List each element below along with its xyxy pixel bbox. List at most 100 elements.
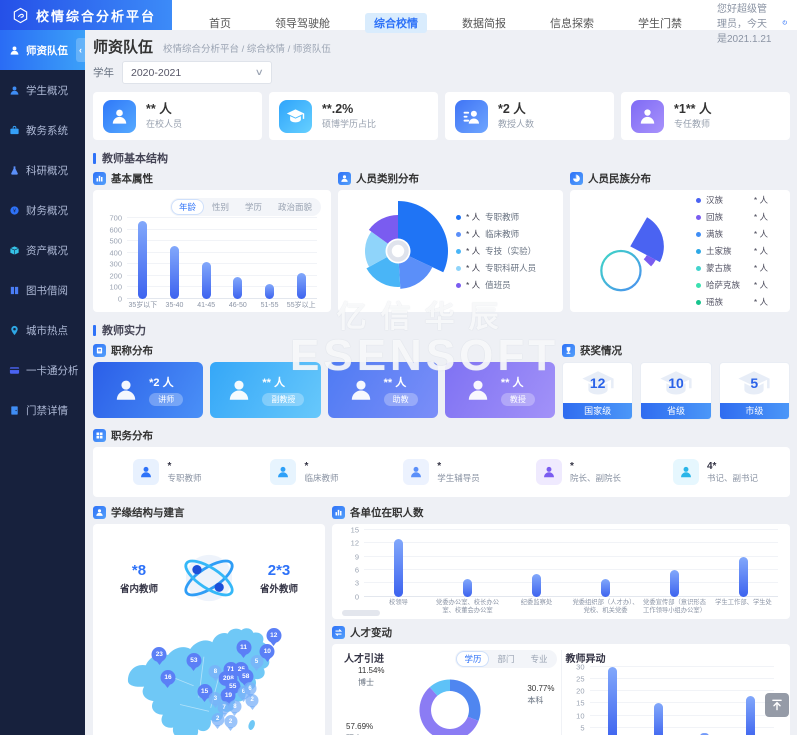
sidebar-item-0[interactable]: 师资队伍 ‹ [0,30,85,70]
box-icon [9,245,20,256]
kpi-label: 在校人员 [146,119,183,130]
duty-label: 院长、副院长 [569,472,621,483]
bar-col [682,667,728,735]
title-card-pill: 讲师 [149,393,184,406]
bars [364,530,778,597]
exchange-icon [332,626,345,639]
bar-1 [654,703,664,735]
y-tick-label: 5 [580,723,585,733]
talent-tab-1[interactable]: 部门 [497,654,515,664]
sidebar-item-1[interactable]: 学生概况 [0,70,85,110]
sidebar-item-2[interactable]: 教务系统 [0,110,85,150]
sidebar-item-4[interactable]: ¥ 财务概况 [0,190,85,230]
donut-label-pct: 57.69% [346,722,374,731]
nav-item-4[interactable]: 信息探索 [550,17,594,30]
legend-value: * 人 [753,212,768,222]
bar-col [159,218,191,299]
panel-title-awards: 获奖情况 [580,345,622,357]
duty-value: * [437,460,442,472]
gridline [364,582,778,584]
legend-dot [696,214,701,220]
legend-value: * 人 [753,280,768,290]
age-tab-2[interactable]: 学历 [244,202,262,212]
duty-text: * 学生辅导员 [437,461,480,484]
ethnic-legend: 汉族 * 人回族 * 人满族 * 人土家族 * 人蒙古族 * 人哈萨克族 * 人瑶族 * 人 [696,194,782,308]
change-bar-chart: 051015202530国内教学进修海外研修疾病配偶 [566,663,779,735]
bar-chart-icon [332,506,345,519]
duty-text: * 院长、副院长 [570,461,621,484]
donut-slice [419,686,479,735]
block-titles: 职称分布 *2 人讲师 ** 人副教授 ** 人助教 ** 人教授 [93,343,555,418]
talent-tab-2[interactable]: 专业 [530,654,548,664]
legend-value: * 人 [466,280,481,290]
y-tick-label: 600 [109,225,122,235]
bar-col [502,530,571,597]
y-tick-label: 3 [354,578,359,588]
legend-item-2: 满族 * 人 [696,228,782,240]
legend-value: * 人 [466,246,481,256]
gridline [589,714,774,716]
sidebar-item-9[interactable]: 门禁详情 [0,390,85,430]
sidebar-item-5[interactable]: 资产概况 [0,230,85,270]
bars [590,667,775,735]
age-tab-1[interactable]: 性别 [211,202,229,212]
block-basic-attr: 基本属性 年龄 性别 学历 政治面貌 0 100 200 300 400 500 600 700 35… [93,171,331,312]
map-pin-7: 7 [217,701,231,715]
talent-tab-0[interactable]: 学历 [456,651,490,667]
x-tick-label: 党委组织部（人才办）、党校、机关党委 [572,598,639,614]
map-pin-19: 19 [220,687,236,703]
title-card-1: ** 人副教授 [210,362,321,418]
sidebar-item-7[interactable]: 城市热点 [0,310,85,350]
bar-plot: 0 3 6 9 12 15 [351,526,778,601]
app-title: 校情综合分析平台 [36,8,157,24]
nav-item-1[interactable]: 领导驾驶舱 [275,17,330,30]
person-category-rose-chart [365,201,448,289]
bar-col [222,218,254,299]
legend-item-6: 瑶族 * 人 [696,296,782,308]
nav-item-5[interactable]: 学生门禁 [638,17,682,30]
legend-name: 瑶族 [706,297,724,307]
block-awards: 获奖情况 12 国家级 10 省级 5 市级 [562,343,790,420]
map-pin-5: 5 [250,655,264,669]
bar-3 [746,696,756,735]
age-tab-3[interactable]: 政治面貌 [277,202,312,212]
kpi-label: 硕博学历占比 [322,119,377,130]
duty-value: * [167,460,172,472]
main-content: 师资队伍 校情综合分析平台 / 综合校情 / 师资队伍 学年 2020-2021… [85,30,797,735]
duty-value: 4* [706,460,717,472]
map-pin-58: 58 [238,668,254,684]
gridline [127,217,317,218]
in-province-label: 省内教师 [119,583,158,595]
user-greeting: 您好超级管理员，今天是2021.1.21 [717,4,772,45]
y-tick-label: 12 [350,538,359,548]
y-tick-label: 20 [576,686,585,696]
chevron-down-icon: ∨ [255,67,265,77]
legend-value: * 人 [753,195,768,205]
sidebar-item-8[interactable]: 一卡通分析 [0,350,85,390]
sidebar-collapse-handle[interactable]: ‹ [76,38,85,62]
gridline [127,274,317,276]
nav-item-2[interactable]: 综合校情 [365,12,427,33]
person-icon [113,377,139,403]
title-card-text: *2 人讲师 [149,374,184,406]
title-card-0: *2 人讲师 [93,362,204,418]
sidebar-item-3[interactable]: 科研概况 [0,150,85,190]
duty-text: * 专职教师 [167,461,201,484]
school-year-select[interactable]: 2020-2021 ∨ [122,61,272,84]
age-tab-0[interactable]: 年龄 [170,199,204,215]
title-card-pill: 教授 [500,393,535,406]
y-tick-label: 700 [109,213,122,223]
bar-col [640,530,709,597]
talent-donut-chart [419,679,481,735]
person-icon [133,459,160,485]
duty-value: * [304,460,309,472]
chart-scrollbar[interactable] [342,610,380,616]
sidebar-item-6[interactable]: 图书借阅 [0,270,85,310]
legend-name: 临床教师 [485,229,520,239]
nav-item-3[interactable]: 数据简报 [462,17,506,30]
back-to-top-button[interactable] [765,693,789,717]
panel-title-person-category: 人员类别分布 [356,173,419,185]
nav-item-0[interactable]: 首页 [209,17,231,30]
power-logout-icon[interactable] [782,15,787,30]
award-value: 10 [668,375,684,391]
